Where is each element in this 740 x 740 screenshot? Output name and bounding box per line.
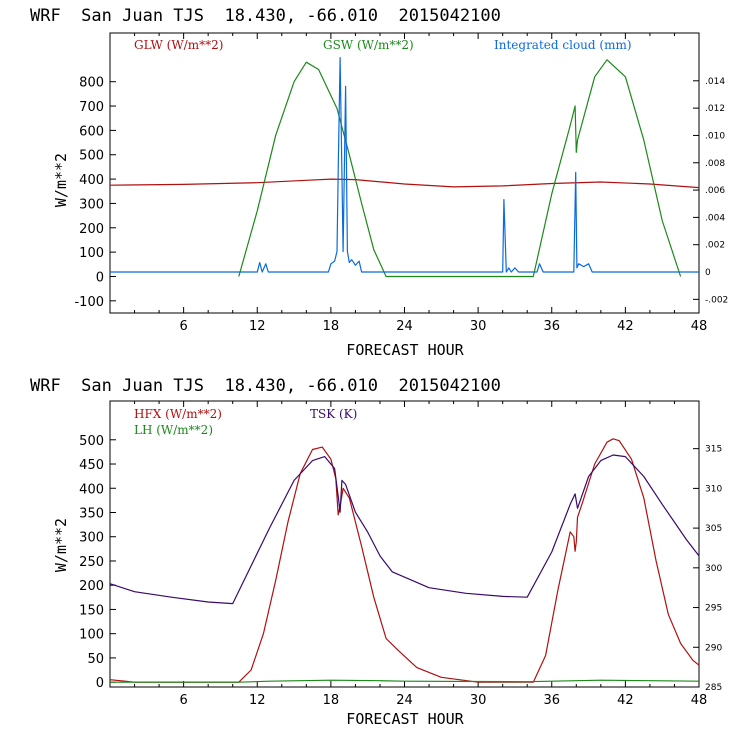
legend-glw: GLW (W/m**2) — [134, 38, 223, 52]
y-tick-label: 250 — [79, 555, 104, 570]
y2-tick-label: 305 — [705, 524, 722, 534]
y-tick-label: 100 — [79, 628, 104, 643]
y-tick-label: 600 — [79, 124, 104, 139]
y2-tick-label: .006 — [705, 186, 725, 196]
x-tick-label: 24 — [396, 693, 413, 708]
y2-tick-label: 295 — [705, 604, 722, 614]
legend-gsw: GSW (W/m**2) — [323, 38, 414, 52]
y2-tick-label: 300 — [705, 564, 722, 574]
x-tick-label: 6 — [179, 693, 187, 708]
y-tick-label: 450 — [79, 458, 104, 473]
y-tick-label: 300 — [79, 197, 104, 212]
y-tick-label: 200 — [79, 579, 104, 594]
series-line-bottom-hfx — [109, 438, 700, 683]
y2-tick-label: 285 — [705, 683, 722, 693]
legend-cloud: Integrated cloud (mm) — [494, 38, 632, 52]
chart-top-title: WRF San Juan TJS 18.430, -66.010 2015042… — [30, 6, 501, 26]
chart-top-xlabel: FORECAST HOUR — [346, 341, 464, 359]
y-tick-label: 50 — [87, 652, 104, 667]
y2-tick-label: .010 — [705, 131, 725, 141]
series-line-bottom-tsk — [109, 454, 700, 605]
y-tick-label: 300 — [79, 531, 104, 546]
y2-tick-label: .012 — [705, 104, 725, 114]
y-tick-label: 400 — [79, 173, 104, 188]
x-tick-label: 6 — [179, 319, 187, 334]
y-tick-label: 200 — [79, 222, 104, 237]
chart-bottom-xlabel: FORECAST HOUR — [346, 710, 464, 728]
chart-top-frame — [109, 32, 700, 314]
x-tick-label: 12 — [249, 693, 266, 708]
chart-top-ticks: 6 12 18 24 30 36 42 48 -100 0 100 200 300 400 500 600 70… — [74, 33, 728, 334]
chart-bottom: WRF San Juan TJS 18.430, -66.010 2015042… — [30, 376, 722, 728]
chart-bottom-ticks: 6 12 18 24 30 36 42 48 0 50 100 150 200 250 300 350 400 4… — [79, 401, 722, 708]
x-tick-label: 36 — [543, 319, 560, 334]
chart-top-ylabel: W/m**2 — [52, 153, 70, 207]
series-line-top-cloud — [110, 56, 699, 273]
y2-tick-label: 315 — [705, 445, 722, 455]
y2-tick-label: 310 — [705, 484, 722, 494]
series-line-bottom-lh — [110, 679, 700, 683]
y2-tick-label: .014 — [705, 77, 725, 87]
legend-lh: LH (W/m**2) — [134, 423, 213, 437]
x-tick-label: 42 — [617, 319, 634, 334]
y-tick-label: 800 — [79, 76, 104, 91]
x-tick-label: 24 — [396, 319, 413, 334]
y-tick-label: 100 — [79, 246, 104, 261]
chart-bottom-series — [109, 438, 700, 683]
legend-tsk: TSK (K) — [310, 407, 357, 421]
series-line-top-gsw — [238, 59, 682, 278]
y2-tick-label: 0 — [705, 268, 711, 278]
x-tick-label: 42 — [617, 693, 634, 708]
chart-bottom-frame — [109, 400, 700, 688]
chart-top: WRF San Juan TJS 18.430, -66.010 2015042… — [30, 6, 728, 359]
chart-top-series — [109, 56, 700, 278]
series-line-top-glw — [109, 178, 700, 189]
y-tick-label: -100 — [74, 295, 104, 310]
y-tick-label: 500 — [79, 434, 104, 449]
y2-tick-label: 290 — [705, 643, 722, 653]
x-tick-label: 30 — [470, 319, 487, 334]
y2-tick-label: .004 — [705, 213, 725, 223]
y-tick-label: 0 — [96, 270, 104, 285]
y2-tick-label: .002 — [705, 241, 725, 251]
x-tick-label: 18 — [323, 319, 340, 334]
x-tick-label: 18 — [323, 693, 340, 708]
x-tick-label: 36 — [543, 693, 560, 708]
x-tick-label: 12 — [249, 319, 266, 334]
y2-tick-label: .008 — [705, 159, 725, 169]
x-tick-label: 48 — [691, 319, 708, 334]
chart-bottom-title: WRF San Juan TJS 18.430, -66.010 2015042… — [30, 376, 501, 396]
x-tick-label: 48 — [691, 693, 708, 708]
y-tick-label: 350 — [79, 506, 104, 521]
y2-tick-label: -.002 — [705, 295, 728, 305]
y-tick-label: 0 — [96, 676, 104, 691]
y-tick-label: 700 — [79, 100, 104, 115]
legend-hfx: HFX (W/m**2) — [134, 407, 222, 421]
chart-bottom-ylabel: W/m**2 — [52, 518, 70, 572]
x-tick-label: 30 — [470, 693, 487, 708]
y-tick-label: 500 — [79, 149, 104, 164]
y-tick-label: 150 — [79, 603, 104, 618]
y-tick-label: 400 — [79, 482, 104, 497]
